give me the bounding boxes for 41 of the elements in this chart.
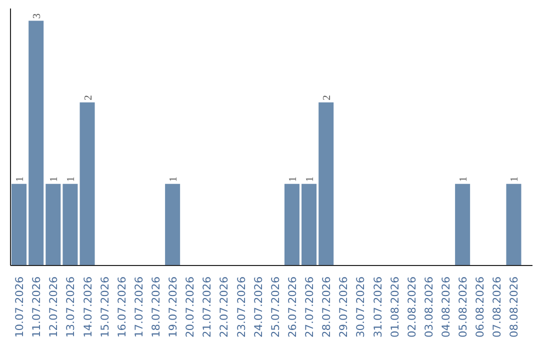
x-tick-label: 26.07.2026 [286, 276, 299, 338]
x-tick-label: 19.07.2026 [166, 276, 180, 338]
data-label: 1 [288, 176, 299, 182]
x-tick-label: 31.07.2026 [371, 276, 384, 338]
data-label: 2 [322, 94, 334, 100]
x-tick-label: 04.08.2026 [440, 276, 452, 338]
x-tick-label: 24.07.2026 [252, 276, 265, 338]
data-label: 1 [66, 176, 78, 182]
data-label: 1 [458, 176, 470, 182]
x-tick-label: 15.07.2026 [98, 276, 112, 338]
x-tick-label: 21.07.2026 [200, 276, 214, 338]
data-label: 1 [49, 176, 60, 182]
x-tick-label: 08.08.2026 [508, 276, 521, 338]
x-tick-label: 02.08.2026 [405, 276, 418, 338]
data-label: 3 [32, 13, 44, 19]
data-label: 1 [15, 176, 26, 182]
x-tick-label: 17.07.2026 [132, 276, 146, 338]
x-tick-label: 27.07.2026 [303, 276, 316, 338]
data-label: 1 [305, 176, 316, 182]
x-tick-label: 23.07.2026 [234, 276, 248, 338]
x-tick-label: 20.07.2026 [184, 276, 197, 338]
data-label: 1 [168, 176, 180, 182]
data-label: 1 [510, 176, 521, 182]
x-tick-label: 13.07.2026 [64, 276, 78, 338]
x-tick-label: 05.08.2026 [456, 276, 470, 338]
x-tick-label: 03.08.2026 [422, 276, 436, 338]
x-tick-label: 06.08.2026 [474, 276, 487, 338]
x-tick-label: 18.07.2026 [150, 276, 162, 338]
x-tick-label: 28.07.2026 [320, 276, 334, 338]
data-label: 2 [83, 94, 94, 100]
x-tick-label: 12.07.2026 [47, 276, 60, 338]
x-tick-label: 25.07.2026 [268, 276, 282, 338]
x-tick-label: 30.07.2026 [354, 276, 368, 338]
x-tick-label: 14.07.2026 [81, 276, 94, 338]
x-tick-label: 11.07.2026 [30, 276, 44, 338]
x-tick-label: 01.08.2026 [388, 276, 402, 338]
x-tick-label: 29.07.2026 [337, 276, 350, 338]
x-tick-label: 10.07.2026 [13, 276, 26, 338]
x-tick-label: 16.07.2026 [115, 276, 128, 338]
x-tick-label: 22.07.2026 [218, 276, 231, 338]
x-tick-label: 07.08.2026 [490, 276, 504, 338]
